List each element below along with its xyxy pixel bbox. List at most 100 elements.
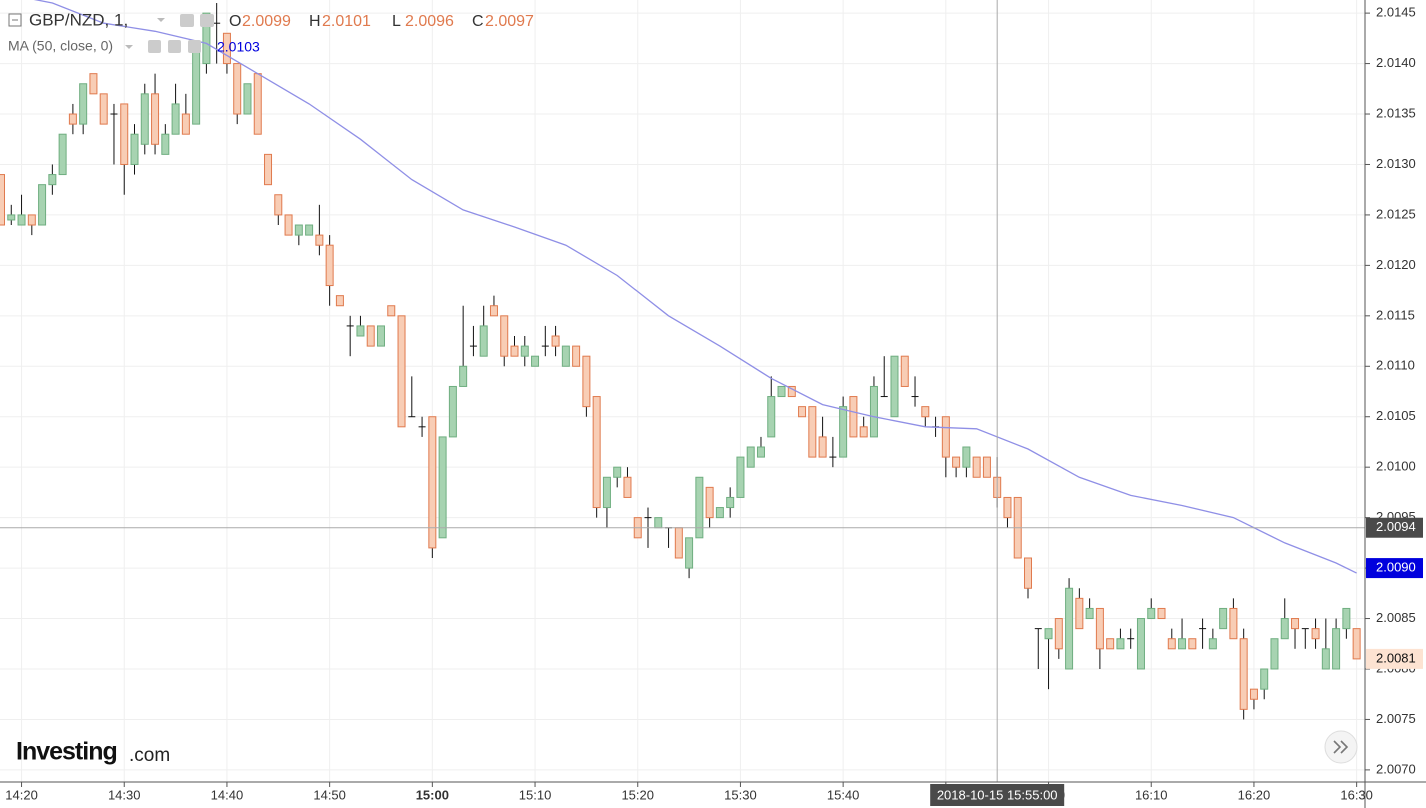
ma-price-box — [1366, 558, 1423, 579]
candle-body — [941, 416, 950, 458]
candle-body — [859, 426, 868, 438]
candle-body — [222, 32, 231, 65]
candle-body — [952, 456, 961, 468]
candle-body — [695, 476, 704, 539]
candle-body — [972, 456, 981, 478]
close-icon[interactable] — [188, 40, 201, 53]
candle-body — [818, 436, 827, 458]
candle-body — [68, 113, 77, 125]
candle-body — [1136, 618, 1145, 670]
candle-body — [1188, 638, 1197, 650]
ma-line — [33, 0, 1357, 574]
candle-body — [140, 93, 149, 145]
x-tick-label: 15:40 — [827, 787, 860, 802]
candle-body — [1332, 628, 1341, 670]
candle-body — [459, 365, 468, 387]
candle-body — [58, 133, 67, 176]
candle-body — [294, 224, 303, 236]
x-tick-label: 15:00 — [416, 787, 449, 802]
candle-body — [561, 345, 570, 367]
eye-icon[interactable] — [148, 40, 161, 53]
x-tick-label: 16:10 — [1135, 787, 1168, 802]
plot-area — [0, 0, 1365, 782]
dropdown-icon[interactable] — [125, 45, 133, 49]
candle-body — [7, 214, 16, 221]
candle-body — [510, 345, 519, 357]
candle-body — [962, 446, 971, 468]
y-tick-label: 2.0085 — [1376, 610, 1416, 625]
candle-body — [808, 406, 817, 458]
candle-body — [900, 355, 909, 387]
candle-body — [1342, 607, 1351, 630]
candle-body — [89, 73, 98, 95]
candle-body — [1178, 638, 1187, 650]
ohlc-value: 2.0097 — [485, 13, 534, 30]
axes: 2.00702.00752.00802.00852.00902.00952.01… — [5, 5, 1423, 806]
candle-body — [27, 214, 36, 226]
candle-body — [366, 325, 375, 347]
candle-body — [325, 244, 334, 287]
y-tick-label: 2.0145 — [1376, 5, 1416, 20]
candle-body — [1106, 638, 1115, 650]
candle-body — [869, 385, 878, 438]
candle-body — [654, 517, 663, 529]
y-tick-label: 2.0125 — [1376, 206, 1416, 221]
y-tick-label: 2.0105 — [1376, 408, 1416, 423]
candle-body — [1167, 638, 1176, 650]
y-tick-label: 2.0120 — [1376, 257, 1416, 272]
candle-body — [1085, 607, 1094, 620]
candle-body — [479, 325, 488, 357]
x-tick-label: 15:30 — [724, 787, 757, 802]
candle-body — [376, 325, 385, 347]
candle-body — [1116, 638, 1125, 650]
candle-body — [99, 93, 108, 125]
candle-body — [202, 12, 211, 65]
candle-body — [1239, 638, 1248, 710]
candle-body — [264, 153, 273, 186]
candle-body — [0, 174, 5, 226]
candle-body — [798, 406, 807, 418]
y-tick-label: 2.0135 — [1376, 105, 1416, 120]
candle-body — [921, 406, 930, 418]
last-price-box — [1366, 648, 1423, 669]
candle-body — [839, 406, 848, 458]
candle-body — [1054, 618, 1063, 650]
candle-body — [531, 355, 540, 367]
dropdown-icon[interactable] — [157, 18, 165, 22]
y-tick-label: 2.0075 — [1376, 711, 1416, 726]
candle-body — [746, 446, 755, 468]
candle-body — [500, 315, 509, 357]
collapse-icon[interactable] — [8, 13, 22, 27]
candle-body — [79, 83, 88, 125]
candle-body — [38, 184, 47, 226]
candle-body — [428, 416, 437, 549]
eye-icon[interactable] — [180, 14, 194, 27]
x-tick-label: 16:20 — [1238, 787, 1271, 802]
candle-body — [1280, 618, 1289, 640]
candle-body — [1321, 648, 1330, 670]
candle-body — [233, 63, 242, 115]
scroll-right-icon — [1333, 740, 1349, 754]
candle-body — [305, 224, 314, 236]
candle-body — [705, 486, 714, 519]
candle-body — [397, 315, 406, 428]
brand-suffix: .com — [129, 745, 170, 766]
ma-price-label: 2.0090 — [1376, 560, 1416, 575]
candle-body — [1024, 557, 1032, 589]
crosshair-price-box — [1366, 517, 1423, 538]
candle-body — [1044, 628, 1053, 640]
candle-body — [1291, 618, 1300, 630]
x-tick-label: 15:20 — [621, 787, 654, 802]
candle-body — [890, 355, 899, 418]
candle-body — [592, 396, 601, 509]
candle-body — [715, 507, 724, 519]
crosshair-price-label: 2.0094 — [1376, 519, 1416, 534]
settings-icon[interactable] — [168, 40, 181, 53]
x-tick-label: 15:10 — [519, 787, 552, 802]
x-tick-label: 14:30 — [108, 787, 141, 802]
candle-body — [1311, 628, 1320, 640]
settings-icon[interactable] — [200, 14, 214, 27]
